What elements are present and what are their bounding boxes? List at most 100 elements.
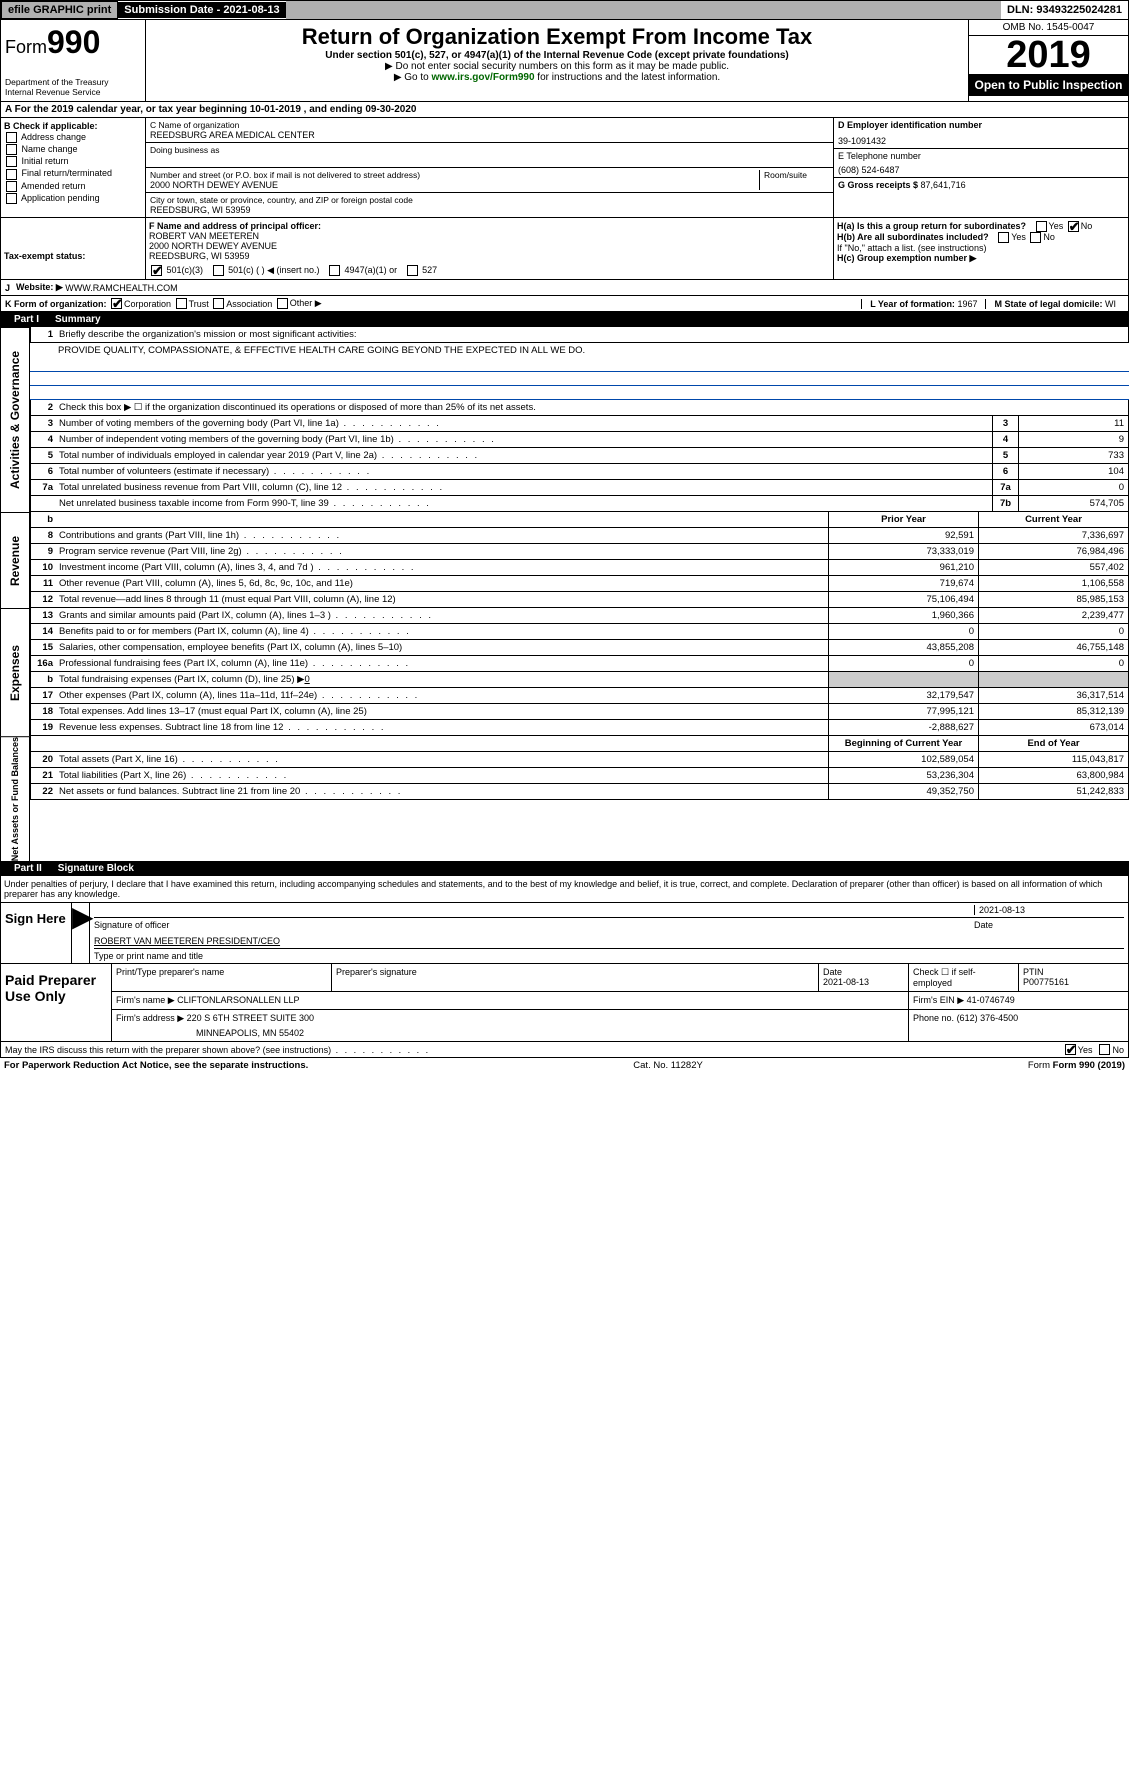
section-bcdeg: B Check if applicable: Address change Na…: [0, 118, 1129, 218]
firm-name-label: Firm's name ▶: [116, 995, 175, 1005]
paid-preparer: Paid Preparer Use Only Print/Type prepar…: [0, 964, 1129, 1042]
l8-prior: 92,591: [828, 528, 978, 543]
l17-prior: 32,179,547: [828, 688, 978, 703]
chk-name[interactable]: Name change: [4, 144, 142, 155]
chk-amended[interactable]: Amended return: [4, 181, 142, 192]
chk-4947[interactable]: [329, 265, 340, 276]
topbar-spacer: [286, 1, 1001, 19]
discuss-yes[interactable]: [1065, 1044, 1076, 1055]
officer-addr: 2000 NORTH DEWEY AVENUE: [149, 241, 830, 251]
row-klm: K Form of organization: Corporation Trus…: [0, 296, 1129, 312]
paid-label: Paid Preparer Use Only: [1, 964, 111, 1041]
discuss-no[interactable]: [1099, 1044, 1110, 1055]
col-i-stub: Tax-exempt status:: [1, 218, 146, 279]
self-employed-chk: Check ☐ if self-employed: [908, 964, 1018, 991]
chk-501c3[interactable]: [151, 265, 162, 276]
l6-val: 104: [1018, 464, 1128, 479]
ha-row: H(a) Is this a group return for subordin…: [837, 221, 1125, 232]
l16a-prior: 0: [828, 656, 978, 671]
chk-501c[interactable]: [213, 265, 224, 276]
l20-curr: 115,043,817: [978, 752, 1128, 767]
l16a-text: Professional fundraising fees (Part IX, …: [55, 656, 828, 671]
part2-num: Part II: [6, 863, 50, 874]
org-name: REEDSBURG AREA MEDICAL CENTER: [150, 130, 829, 140]
col-deg: D Employer identification number39-10914…: [833, 118, 1128, 217]
l15-text: Salaries, other compensation, employee b…: [55, 640, 828, 655]
subtitle-1: Under section 501(c), 527, or 4947(a)(1)…: [150, 50, 964, 61]
l6-text: Total number of volunteers (estimate if …: [55, 464, 992, 479]
l22-prior: 49,352,750: [828, 784, 978, 799]
l14-prior: 0: [828, 624, 978, 639]
hb-row: H(b) Are all subordinates included? Yes …: [837, 232, 1125, 243]
ha-yes[interactable]: [1036, 221, 1047, 232]
form-ref: Form Form 990 (2019): [1028, 1060, 1125, 1071]
sig-date-val: 2021-08-13: [974, 905, 1124, 915]
subtitle-3: ▶ Go to www.irs.gov/Form990 for instruct…: [150, 72, 964, 83]
irs-link[interactable]: www.irs.gov/Form990: [432, 72, 535, 83]
form-title: Return of Organization Exempt From Incom…: [150, 24, 964, 50]
l15-prior: 43,855,208: [828, 640, 978, 655]
sig-date-label: Date: [974, 920, 1124, 930]
hb-yes[interactable]: [998, 232, 1009, 243]
chk-address[interactable]: Address change: [4, 132, 142, 143]
form-header: Form990 Department of the Treasury Inter…: [0, 20, 1129, 102]
sig-officer-label: Signature of officer: [94, 920, 974, 930]
l9-curr: 76,984,496: [978, 544, 1128, 559]
dba-label: Doing business as: [150, 145, 829, 155]
city-state-zip: REEDSBURG, WI 53959: [150, 205, 829, 215]
hb-no[interactable]: [1030, 232, 1041, 243]
sign-here-label: Sign Here: [1, 903, 71, 963]
l-label: L Year of formation:: [870, 299, 957, 309]
prep-print-label: Print/Type preparer's name: [111, 964, 331, 991]
l7a-text: Total unrelated business revenue from Pa…: [55, 480, 992, 495]
firm-phone-label: Phone no.: [913, 1013, 954, 1023]
addr-label: Number and street (or P.O. box if mail i…: [150, 170, 759, 180]
chk-corp[interactable]: [111, 298, 122, 309]
l7b-text: Net unrelated business taxable income fr…: [55, 496, 992, 511]
hdr-beg: Beginning of Current Year: [828, 736, 978, 751]
hdr-curr: Current Year: [978, 512, 1128, 527]
section-fh: Tax-exempt status: F Name and address of…: [0, 218, 1129, 280]
type-name-label: Type or print name and title: [94, 951, 1124, 961]
col-f: F Name and address of principal officer:…: [146, 218, 833, 279]
ha-no[interactable]: [1068, 221, 1079, 232]
l5-val: 733: [1018, 448, 1128, 463]
dln-number: DLN: 93493225024281: [1001, 2, 1128, 18]
tax-year: 2019: [969, 36, 1128, 74]
chk-initial[interactable]: Initial return: [4, 156, 142, 167]
part1-title: Summary: [55, 314, 101, 325]
year-formation: 1967: [957, 299, 977, 309]
hc-label: H(c) Group exemption number ▶: [837, 253, 976, 263]
chk-final[interactable]: Final return/terminated: [4, 168, 142, 179]
chk-assoc[interactable]: [213, 298, 224, 309]
room-label: Room/suite: [759, 170, 829, 190]
open-inspection: Open to Public Inspection: [969, 74, 1128, 96]
officer-city: REEDSBURG, WI 53959: [149, 251, 830, 261]
l13-prior: 1,960,366: [828, 608, 978, 623]
officer-print-name: ROBERT VAN MEETEREN PRESIDENT/CEO: [94, 936, 280, 946]
l18-text: Total expenses. Add lines 13–17 (must eq…: [55, 704, 828, 719]
chk-pending[interactable]: Application pending: [4, 193, 142, 204]
l4-text: Number of independent voting members of …: [55, 432, 992, 447]
l18-curr: 85,312,139: [978, 704, 1128, 719]
l16a-curr: 0: [978, 656, 1128, 671]
l21-text: Total liabilities (Part X, line 26): [55, 768, 828, 783]
l14-text: Benefits paid to or for members (Part IX…: [55, 624, 828, 639]
chk-527[interactable]: [407, 265, 418, 276]
part2-title: Signature Block: [58, 863, 134, 874]
chk-trust[interactable]: [176, 298, 187, 309]
top-bar: efile GRAPHIC print Submission Date - 20…: [0, 0, 1129, 20]
b-header: B Check if applicable:: [4, 121, 142, 131]
col-b-checkboxes: B Check if applicable: Address change Na…: [1, 118, 146, 217]
l7a-val: 0: [1018, 480, 1128, 495]
l11-prior: 719,674: [828, 576, 978, 591]
firm-city: MINNEAPOLIS, MN 55402: [196, 1028, 904, 1038]
l2-text: Check this box ▶ ☐ if the organization d…: [55, 400, 1128, 415]
l22-curr: 51,242,833: [978, 784, 1128, 799]
l19-prior: -2,888,627: [828, 720, 978, 735]
prep-date-val: 2021-08-13: [823, 977, 904, 987]
l12-curr: 85,985,153: [978, 592, 1128, 607]
l11-curr: 1,106,558: [978, 576, 1128, 591]
l13-text: Grants and similar amounts paid (Part IX…: [55, 608, 828, 623]
chk-other[interactable]: [277, 298, 288, 309]
